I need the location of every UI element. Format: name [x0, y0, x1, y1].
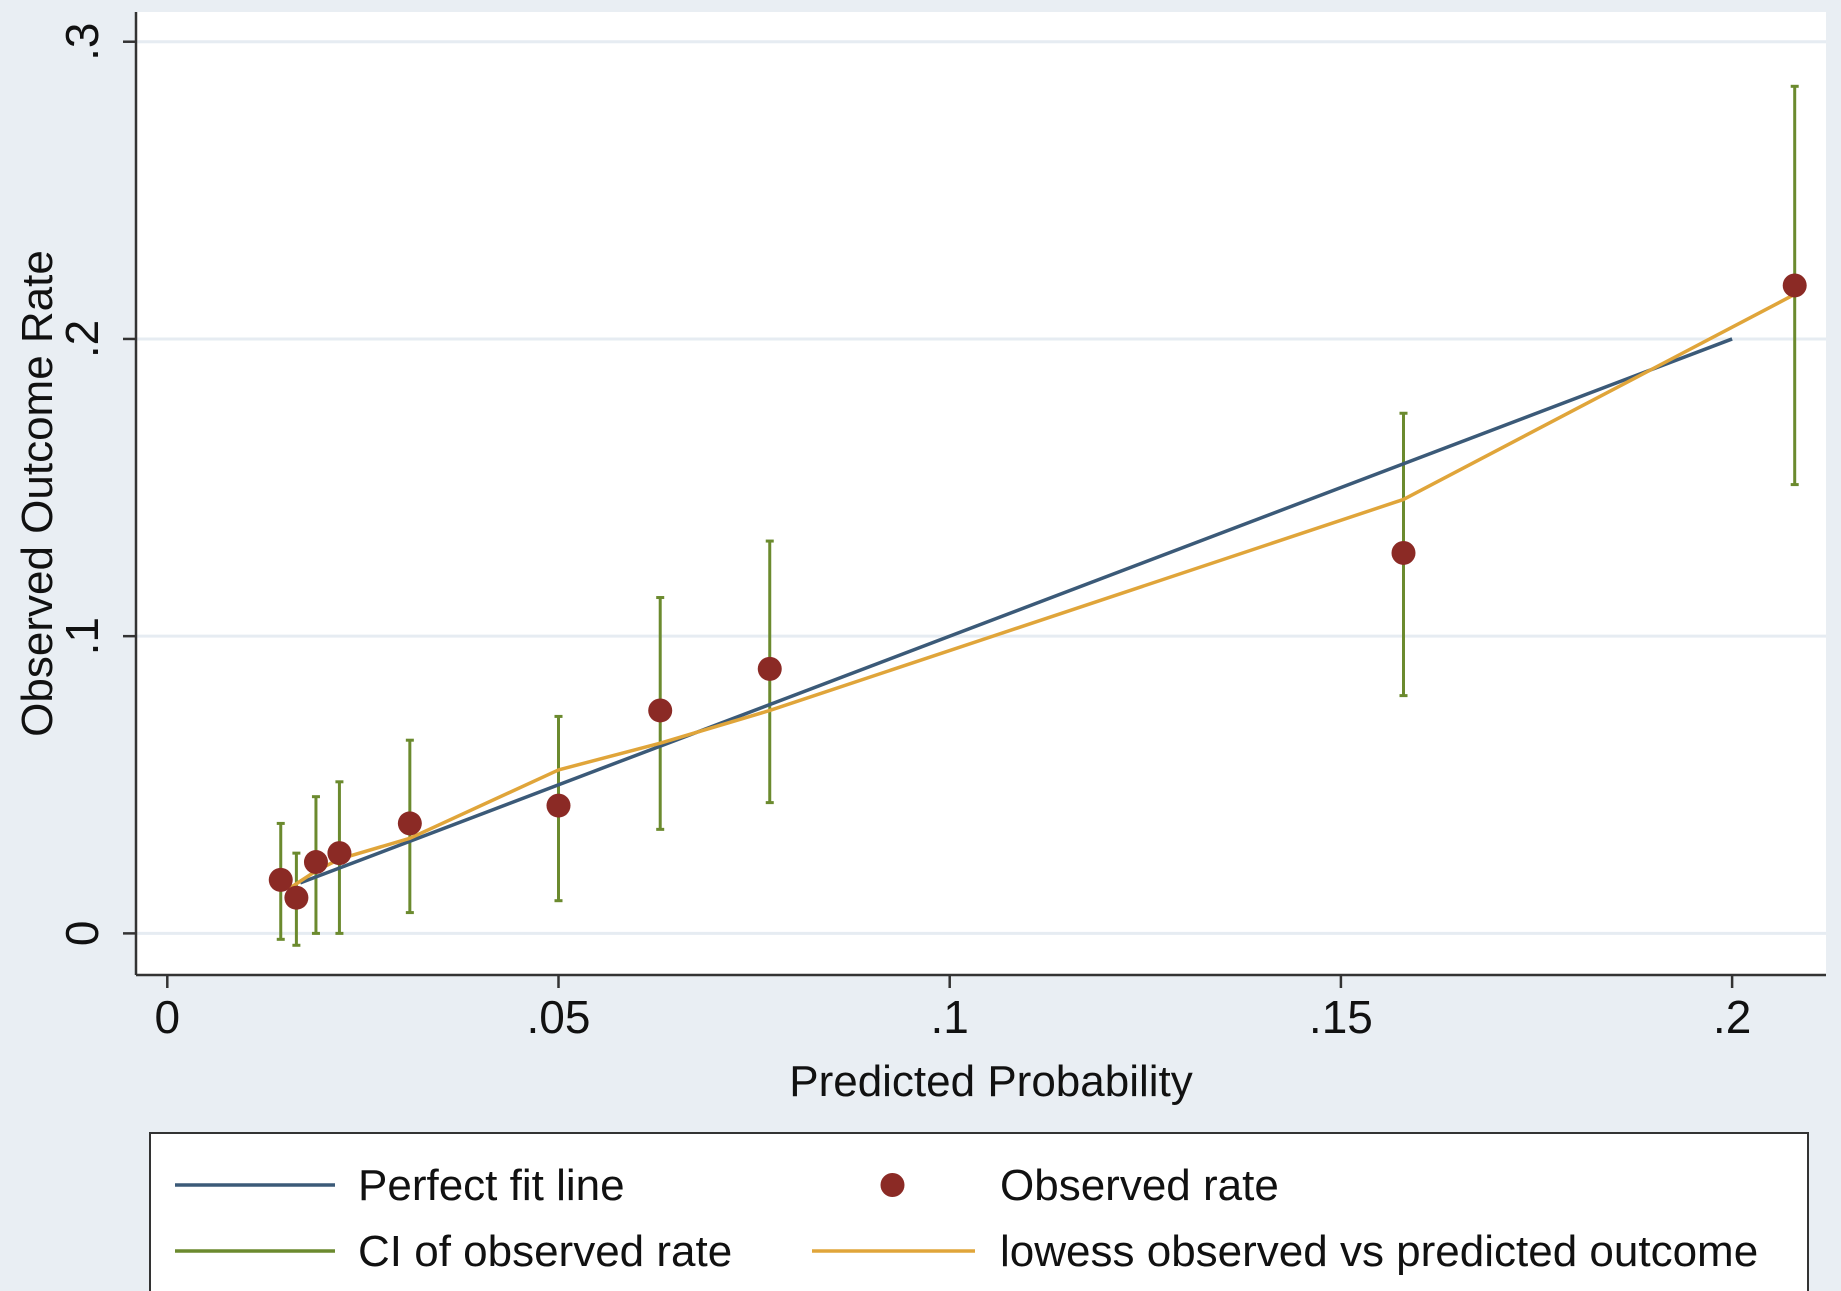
x-axis-title: Predicted Probability [789, 1057, 1193, 1106]
x-tick-label: .15 [1309, 991, 1373, 1043]
x-tick-label: .2 [1713, 991, 1751, 1043]
legend-label: Observed rate [1000, 1161, 1279, 1210]
y-tick-label: .3 [56, 23, 108, 61]
y-tick-label: .2 [56, 320, 108, 358]
x-tick-label: .1 [931, 991, 969, 1043]
y-axis-title: Observed Outcome Rate [13, 250, 62, 737]
x-tick-label: .05 [527, 991, 591, 1043]
legend-symbol-dot [880, 1173, 905, 1197]
legend-label: Perfect fit line [358, 1161, 625, 1210]
observed-points [268, 273, 1807, 910]
observed-point [268, 867, 293, 892]
observed-point [757, 656, 782, 681]
legend-item: lowess observed vs predicted outcome [812, 1227, 1758, 1276]
observed-point [327, 841, 352, 866]
y-tick-label: .1 [56, 617, 108, 655]
perfect-fit-line [299, 337, 1733, 885]
y-tick-label: 0 [56, 921, 108, 947]
legend-box [149, 1132, 1809, 1291]
legend-item: Observed rate [880, 1161, 1279, 1210]
observed-point [303, 850, 328, 875]
legend-item: Perfect fit line [175, 1161, 625, 1210]
legend: Perfect fit line Observed rate CI of obser… [149, 1132, 1809, 1291]
observed-point [1391, 540, 1416, 565]
grid-lines [136, 40, 1826, 935]
plot-area [136, 12, 1826, 975]
observed-point [546, 793, 571, 818]
legend-item: CI of observed rate [175, 1227, 732, 1276]
legend-label: lowess observed vs predicted outcome [1000, 1227, 1758, 1276]
observed-point [648, 698, 673, 723]
observed-point [284, 885, 309, 910]
legend-label: CI of observed rate [358, 1227, 732, 1276]
axes: 0 .05 .1 .15 .2 0 .1 .2 .3 [56, 12, 1826, 1043]
observed-point [1782, 273, 1807, 298]
x-tick-label: 0 [154, 991, 180, 1043]
observed-point [397, 811, 422, 836]
